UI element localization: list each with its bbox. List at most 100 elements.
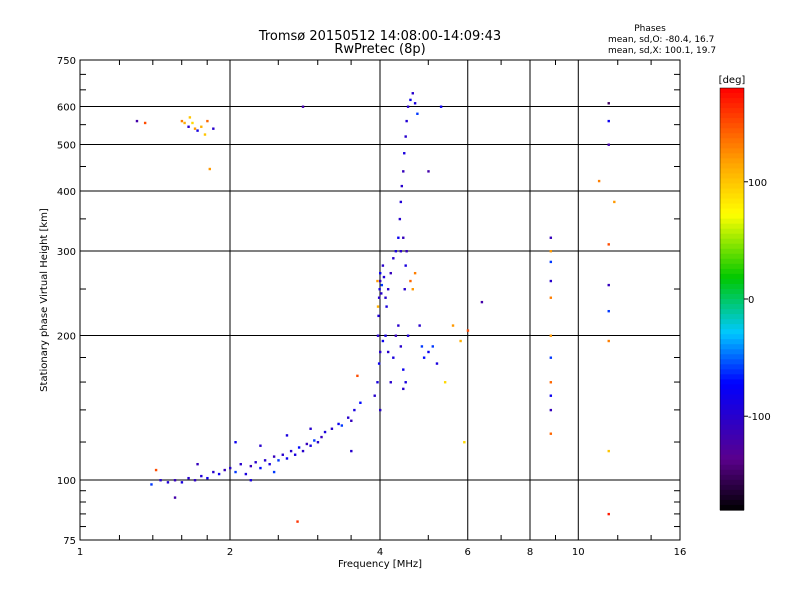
colorbar-band	[720, 384, 744, 391]
data-point	[549, 236, 553, 239]
colorbar-band	[720, 349, 744, 355]
colorbar-band	[720, 93, 744, 99]
colorbar-band	[720, 208, 744, 215]
data-point	[549, 250, 553, 253]
data-point	[406, 334, 410, 337]
data-point	[607, 119, 610, 123]
data-point	[607, 243, 610, 246]
colorbar-band	[720, 339, 744, 345]
colorbar-band	[720, 193, 744, 200]
data-point	[323, 430, 327, 434]
data-point	[379, 279, 382, 283]
colorbar-band	[720, 98, 744, 104]
data-point	[404, 264, 407, 267]
colorbar-band	[720, 223, 744, 230]
data-point	[285, 434, 289, 437]
colorbar-band	[720, 329, 744, 335]
data-point	[277, 459, 280, 462]
data-point	[466, 329, 470, 332]
data-point	[340, 424, 344, 427]
colorbar-band	[720, 369, 744, 375]
colorbar-band	[720, 138, 744, 144]
data-point	[272, 470, 276, 474]
data-point	[427, 170, 430, 173]
data-point	[376, 381, 379, 384]
colorbar-band	[720, 203, 744, 210]
y-tick-label: 200	[57, 332, 76, 343]
data-point	[377, 296, 381, 299]
colorbar-band	[720, 409, 744, 416]
colorbar-band	[720, 459, 744, 466]
data-point	[187, 476, 190, 480]
data-point	[399, 200, 403, 204]
data-point	[378, 288, 381, 291]
data-point	[289, 449, 293, 453]
data-point	[305, 442, 309, 446]
data-point	[607, 102, 610, 105]
colorbar-band	[720, 479, 744, 486]
colorbar-band	[720, 404, 744, 411]
colorbar-band	[720, 319, 744, 325]
colorbar-label: [deg]	[719, 75, 746, 86]
data-point	[229, 466, 232, 470]
colorbar-band	[720, 163, 744, 169]
chart-title: Tromsø 20150512 14:08:00-14:09:43	[258, 29, 501, 44]
data-point	[397, 324, 400, 327]
colorbar-band	[720, 354, 744, 360]
data-point	[350, 449, 353, 453]
data-point	[330, 427, 334, 430]
data-point	[337, 422, 340, 426]
data-point	[200, 125, 203, 128]
data-point	[316, 441, 320, 444]
x-axis-label: Frequency [MHz]	[338, 559, 422, 570]
data-point	[463, 441, 466, 444]
colorbar-band	[720, 469, 744, 476]
data-point	[173, 496, 177, 499]
chart-subtitle: RwPretec (8p)	[334, 42, 425, 57]
data-point	[166, 481, 170, 484]
data-point	[154, 468, 158, 472]
stats-line-x: mean, sd,X: 100.1, 19.7	[608, 46, 716, 56]
colorbar-band	[720, 128, 744, 134]
data-point	[435, 362, 439, 365]
data-point	[389, 381, 392, 384]
colorbar-band	[720, 504, 744, 511]
colorbar-band	[720, 218, 744, 225]
colorbar-band	[720, 309, 744, 315]
data-point	[188, 116, 192, 119]
x-tick-label: 6	[465, 547, 471, 558]
data-point	[180, 119, 184, 123]
data-point	[549, 260, 553, 264]
colorbar-tick-label: -100	[748, 412, 771, 423]
data-point	[443, 381, 447, 384]
colorbar-band	[720, 233, 744, 240]
data-point	[301, 105, 305, 108]
phase-colorbar: [deg] 100 0 -100	[719, 75, 771, 511]
colorbar-band	[720, 88, 744, 94]
x-tick-label: 16	[674, 547, 687, 558]
colorbar-band	[720, 273, 744, 280]
data-point	[607, 143, 610, 146]
data-point	[356, 374, 359, 378]
colorbar-band	[720, 414, 744, 421]
data-point	[244, 472, 248, 476]
colorbar-band	[720, 253, 744, 260]
data-point	[409, 279, 412, 283]
data-point	[398, 217, 402, 221]
data-point	[406, 105, 410, 108]
data-point	[187, 125, 190, 128]
data-point	[409, 98, 412, 102]
data-point	[480, 300, 484, 304]
colorbar-band	[720, 103, 744, 109]
colorbar-band	[720, 213, 744, 220]
data-point	[249, 464, 253, 468]
data-point	[413, 102, 417, 105]
colorbar-band	[720, 168, 744, 175]
x-tick-label: 1	[77, 547, 83, 558]
colorbar-band	[720, 419, 744, 426]
data-point	[394, 334, 398, 337]
colorbar-band	[720, 304, 744, 310]
data-point	[385, 305, 388, 308]
data-point	[193, 127, 197, 130]
colorbar-band	[720, 288, 744, 295]
